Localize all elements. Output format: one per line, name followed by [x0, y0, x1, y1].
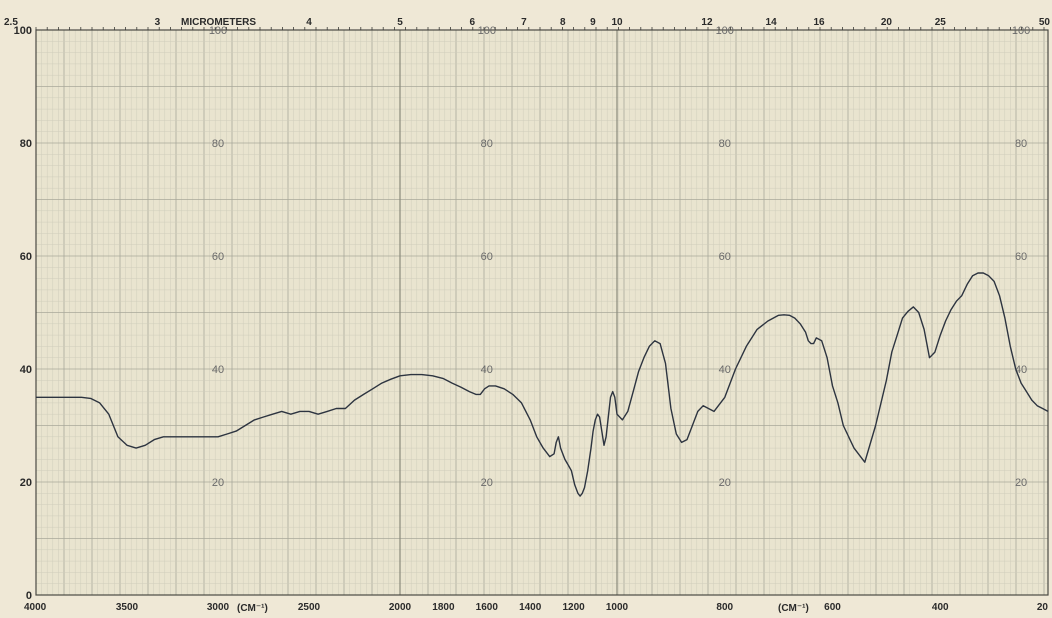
top-tick-label: 2.5 [4, 17, 18, 28]
inner-scale-label: 20 [719, 477, 731, 489]
top-tick-label: 7 [521, 17, 527, 28]
top-tick-label: 4 [306, 17, 312, 28]
top-tick-label: 12 [701, 17, 713, 28]
x-tick-label: 1400 [519, 602, 542, 613]
top-tick-label: 9 [590, 17, 596, 28]
spectrum-trace [36, 272, 1049, 497]
inner-scale-labels: 100 80 60 40 20 100 80 60 40 20 100 80 60 40 20 100 80 60… [209, 25, 1030, 489]
inner-scale-label: 100 [478, 25, 496, 37]
x-tick-label: 2000 [389, 602, 412, 613]
x-tick-label: 1000 [606, 602, 629, 613]
inner-scale-label: 100 [209, 25, 227, 37]
y-tick-label: 60 [20, 251, 32, 263]
inner-scale-label: 40 [719, 364, 731, 376]
x-tick-label: 600 [824, 602, 841, 613]
top-axis: 2.5 3 4 5 6 7 8 9 10 12 14 16 20 25 50 [4, 17, 1050, 30]
x-axis-unit-label-secondary: (CM⁻¹) [778, 603, 809, 614]
x-tick-label: 1200 [562, 602, 585, 613]
y-tick-label: 20 [20, 477, 32, 489]
x-tick-label: 1600 [476, 602, 499, 613]
bottom-axis: 4000 3500 3000 2500 2000 1800 1600 1400 1200 1000… [24, 602, 1048, 613]
inner-scale-label: 100 [1012, 25, 1030, 37]
inner-scale-label: 80 [719, 138, 731, 150]
y-tick-label: 100 [14, 25, 32, 37]
x-axis-unit-label: (CM⁻¹) [237, 603, 268, 614]
inner-scale-label: 60 [212, 251, 224, 263]
top-tick-label: 3 [155, 17, 161, 28]
x-tick-label: 800 [716, 602, 733, 613]
x-tick-label: 2500 [298, 602, 321, 613]
top-tick-label: 50 [1039, 17, 1051, 28]
x-tick-label: 4000 [24, 602, 47, 613]
inner-scale-label: 80 [1015, 138, 1027, 150]
top-tick-label: 16 [813, 17, 825, 28]
inner-scale-label: 40 [212, 364, 224, 376]
x-tick-label: 1800 [432, 602, 455, 613]
inner-scale-label: 80 [481, 138, 493, 150]
top-tick-label: 5 [397, 17, 403, 28]
inner-scale-label: 80 [212, 138, 224, 150]
inner-scale-label: 60 [481, 251, 493, 263]
top-tick-label: 8 [560, 17, 566, 28]
inner-scale-label: 40 [481, 364, 493, 376]
top-tick-label: 25 [935, 17, 947, 28]
y-axis: 100 80 60 40 20 0 [14, 25, 32, 602]
y-tick-label: 80 [20, 138, 32, 150]
plot-border [35, 29, 1049, 596]
inner-scale-label: 60 [1015, 251, 1027, 263]
x-tick-label: 400 [932, 602, 949, 613]
inner-scale-label: 100 [716, 25, 734, 37]
top-tick-label: 14 [766, 17, 778, 28]
inner-scale-label: 60 [719, 251, 731, 263]
top-tick-label: 20 [881, 17, 893, 28]
minor-grid [35, 29, 1048, 596]
top-tick-label: 6 [469, 17, 475, 28]
inner-scale-label: 40 [1015, 364, 1027, 376]
top-tick-label: 10 [611, 17, 623, 28]
top-axis-title: MICROMETERS [181, 17, 256, 28]
x-tick-label: 3000 [207, 602, 230, 613]
y-tick-label: 40 [20, 364, 32, 376]
x-tick-label: 20 [1037, 602, 1049, 613]
inner-scale-label: 20 [481, 477, 493, 489]
y-tick-label: 0 [26, 590, 32, 602]
inner-scale-label: 20 [1015, 477, 1027, 489]
major-grid [35, 29, 1049, 596]
inner-scale-label: 20 [212, 477, 224, 489]
x-tick-label: 3500 [116, 602, 139, 613]
